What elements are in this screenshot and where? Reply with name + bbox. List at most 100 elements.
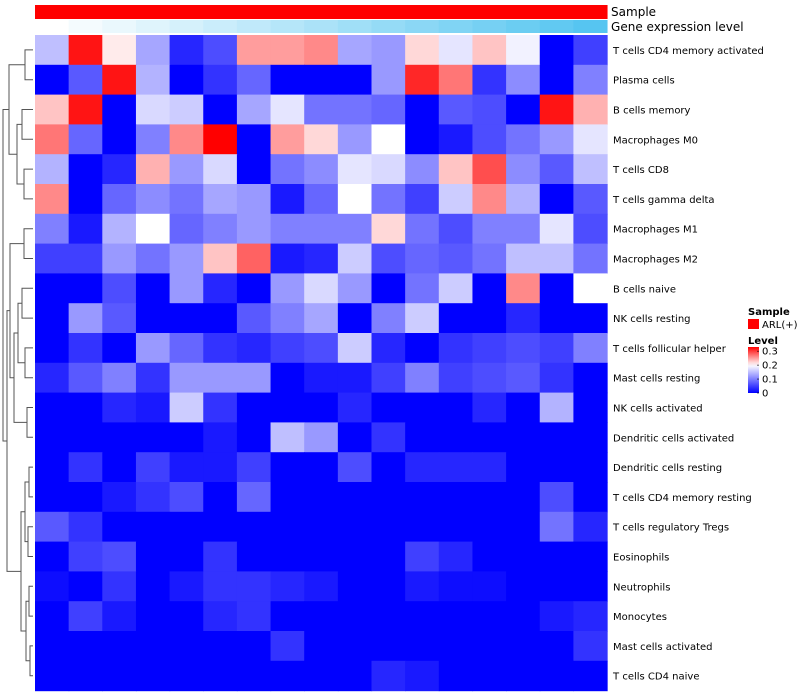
heatmap-cell (135, 482, 171, 513)
heatmap-cell (506, 452, 541, 483)
legend-tick-label: 0.1 (762, 375, 778, 386)
heatmap-cell (102, 511, 137, 543)
heatmap-cell (35, 660, 70, 692)
heatmap-cell (135, 35, 171, 66)
heatmap-cell (539, 213, 574, 245)
gene-expression-level-cell (304, 20, 339, 33)
heatmap-cell (337, 660, 373, 692)
sample-annotation-cell (35, 5, 70, 19)
heatmap-cell (337, 362, 373, 394)
heatmap-cell (35, 362, 70, 394)
heatmap-cell (405, 333, 440, 364)
heatmap-cell (236, 631, 272, 662)
row-label: NK cells activated (613, 404, 703, 415)
heatmap-cell (371, 333, 406, 364)
heatmap-cell (203, 273, 238, 304)
heatmap-cell (506, 184, 541, 215)
heatmap-cell (35, 511, 70, 543)
heatmap-cell (169, 601, 204, 632)
heatmap-cell (270, 601, 305, 632)
heatmap-cell (506, 273, 541, 304)
heatmap-cell (203, 571, 238, 602)
heatmap-cell (169, 422, 204, 453)
heatmap-cell (35, 333, 70, 364)
heatmap-cell (35, 64, 70, 96)
row-label: Macrophages M0 (613, 135, 698, 146)
heatmap-cell (102, 213, 137, 245)
heatmap-cell (438, 94, 474, 125)
heatmap-cell (304, 422, 339, 453)
heatmap-cell (203, 422, 238, 453)
heatmap-cell (169, 94, 204, 125)
heatmap-cell (472, 571, 507, 602)
heatmap-cell (35, 631, 70, 662)
heatmap-cell (472, 184, 507, 215)
heatmap-cell (236, 333, 272, 364)
heatmap-cell (169, 660, 204, 692)
heatmap-cell (371, 362, 406, 394)
heatmap-cell (68, 601, 103, 632)
legend-sample-swatch (748, 319, 759, 329)
heatmap-cell (472, 333, 507, 364)
heatmap-cell (68, 631, 103, 662)
heatmap-cell (438, 631, 474, 662)
row-label: T cells CD4 memory activated (612, 46, 764, 57)
heatmap-cell (438, 273, 474, 304)
sample-annotation-cell (405, 5, 440, 19)
heatmap-cell (405, 243, 440, 274)
heatmap-cell (506, 571, 541, 602)
heatmap-cell (573, 213, 608, 245)
heatmap-cell (371, 422, 406, 453)
heatmap-cell (304, 571, 339, 602)
heatmap-cell (102, 303, 137, 334)
heatmap-cell (472, 362, 507, 394)
heatmap-cell (68, 64, 103, 96)
heatmap-cell (371, 511, 406, 543)
heatmap-cell (573, 303, 608, 334)
row-label: Dendritic cells activated (613, 433, 734, 444)
heatmap-cell (236, 213, 272, 245)
heatmap-cell (371, 94, 406, 125)
heatmap-cell (270, 631, 305, 662)
row-label: Neutrophils (613, 582, 670, 593)
heatmap-cell (573, 243, 608, 274)
heatmap-cell (506, 631, 541, 662)
heatmap-cell (135, 422, 171, 453)
sample-annotation-cell (135, 5, 171, 19)
heatmap-cell (135, 601, 171, 632)
heatmap-cell (337, 511, 373, 543)
heatmap-cell (270, 362, 305, 394)
gene-expression-level-cell (236, 20, 272, 33)
gene-expression-level-cell (203, 20, 238, 33)
heatmap-cell (539, 184, 574, 215)
heatmap-cell (236, 541, 272, 572)
dendrogram-branch (23, 168, 33, 200)
heatmap-cell (337, 571, 373, 602)
sample-annotation-cell (371, 5, 406, 19)
heatmap-cell (472, 660, 507, 692)
heatmap-cell (169, 333, 204, 364)
heatmap-cell (135, 273, 171, 304)
heatmap-cell (304, 482, 339, 513)
heatmap-cell (102, 243, 137, 274)
heatmap-cell (506, 601, 541, 632)
row-label: B cells naive (613, 284, 676, 295)
heatmap-cell (472, 124, 507, 155)
heatmap-cell (35, 422, 70, 453)
heatmap-cell (135, 452, 171, 483)
heatmap-cell (405, 154, 440, 185)
heatmap-cell (405, 362, 440, 394)
heatmap-cell (35, 392, 70, 423)
heatmap-cell (573, 124, 608, 155)
heatmap-cell (68, 392, 103, 423)
heatmap-cell (203, 213, 238, 245)
row-label: T cells CD4 naive (612, 672, 699, 683)
heatmap-cell (337, 631, 373, 662)
heatmap-cell (405, 660, 440, 692)
heatmap-cell (35, 273, 70, 304)
heatmap-cell (68, 154, 103, 185)
heatmap-cell (371, 571, 406, 602)
heatmap-cell (68, 452, 103, 483)
heatmap-cell (405, 511, 440, 543)
gene-expression-level-cell (405, 20, 440, 33)
